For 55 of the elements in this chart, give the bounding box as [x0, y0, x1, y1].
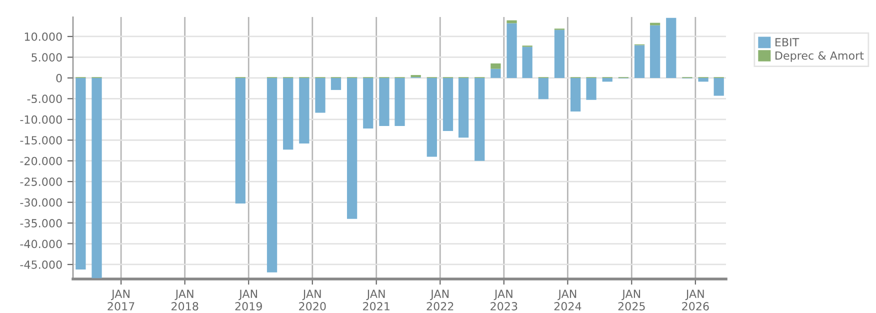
bar	[490, 68, 501, 78]
bar	[426, 78, 437, 157]
x-tick-label: JAN 2018	[172, 290, 198, 310]
bar	[522, 46, 532, 78]
bar	[363, 78, 374, 129]
y-tick-label: -20.000	[20, 156, 62, 166]
bar	[235, 78, 246, 204]
x-tick-label: JAN 2025	[618, 290, 645, 310]
y-tick-label: -30.000	[20, 198, 62, 207]
bar	[299, 78, 310, 144]
bar	[570, 78, 581, 112]
legend-label: EBIT	[776, 38, 800, 46]
y-tick-label: -40.000	[20, 240, 62, 248]
x-tick-label: JAN 2026	[682, 290, 709, 310]
bar	[346, 78, 358, 219]
y-tick-label: -15.000	[20, 136, 62, 145]
bar	[506, 23, 517, 78]
bar	[554, 30, 565, 78]
x-tick-label: JAN 2020	[299, 290, 326, 310]
bar	[650, 25, 660, 78]
x-tick-label: JAN 2022	[426, 290, 454, 310]
x-tick-label: JAN 2024	[554, 290, 582, 310]
bar	[315, 78, 326, 113]
bar	[394, 78, 405, 126]
bar	[714, 78, 724, 96]
x-tick-label: JAN 2019	[235, 290, 262, 310]
y-tick-label: -5.000	[27, 94, 62, 104]
bar	[698, 78, 708, 82]
bar	[330, 78, 342, 90]
y-tick-label: -25.000	[20, 178, 62, 186]
bar	[76, 78, 86, 270]
bar	[266, 78, 278, 272]
bar	[283, 78, 294, 150]
bar	[650, 22, 660, 26]
y-tick-label: 10.000	[24, 32, 62, 41]
legend-label: Deprec & Amort	[776, 51, 864, 62]
y-tick-label: 5.000	[32, 53, 62, 62]
x-tick-label: JAN 2023	[490, 290, 518, 310]
bar	[379, 78, 390, 126]
bar	[538, 78, 548, 100]
y-tick-label: 0	[56, 74, 62, 82]
bar	[666, 18, 676, 78]
bar	[586, 78, 596, 100]
bar	[634, 45, 645, 78]
y-tick-label: -45.000	[20, 260, 62, 269]
bar	[602, 78, 612, 82]
y-tick-label: -35.000	[20, 219, 62, 228]
bar	[442, 78, 454, 132]
y-tick-label: -10.000	[20, 115, 62, 124]
bar	[474, 78, 485, 161]
bar	[92, 78, 102, 278]
x-tick-label: JAN 2017	[108, 290, 134, 310]
bar	[458, 78, 469, 138]
bar	[490, 63, 501, 69]
x-tick-label: JAN 2021	[363, 290, 390, 310]
